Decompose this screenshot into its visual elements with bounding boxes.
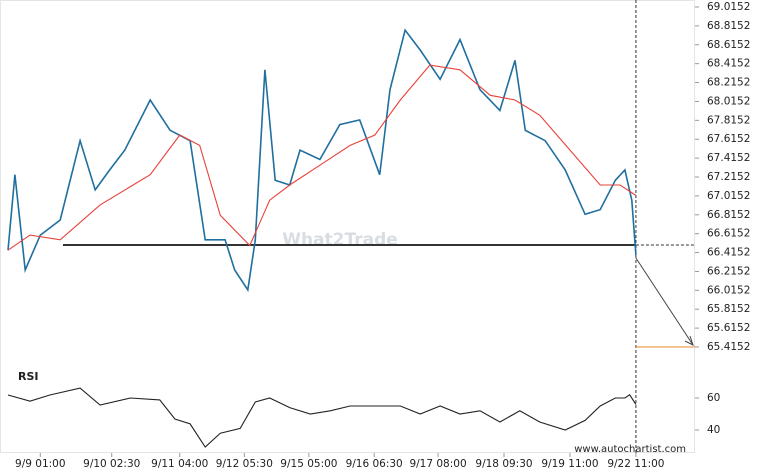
y-tick-label: 68.8152 [707,20,750,32]
y-tick-label: 66.0152 [707,284,750,296]
y-tick-label: 65.4152 [707,341,750,353]
source-label: www.autochartist.com [574,444,686,455]
y-tick-label: 68.0152 [707,95,750,107]
y-tick-label: 65.6152 [707,322,750,334]
x-tick-label: 9/22 11:00 [607,458,664,470]
y-tick-label: 60 [707,392,720,404]
series-line [7,64,637,251]
x-tick-label: 9/18 09:30 [475,458,532,470]
y-tick-label: 67.0152 [707,190,750,202]
y-tick-label: 40 [707,424,720,436]
y-tick-label: 68.2152 [707,77,750,89]
x-tick-label: 9/9 01:00 [15,458,66,470]
x-tick-label: 9/16 06:30 [346,458,403,470]
x-tick-label: 9/12 05:30 [216,458,273,470]
rsi-title: RSI [18,370,39,383]
plot-frame [0,0,695,453]
x-tick-label: 9/10 02:30 [83,458,140,470]
y-tick-label: 67.2152 [707,171,750,183]
y-tick-label: 67.4152 [707,152,750,164]
y-tick-label: 66.8152 [707,209,750,221]
y-tick-label: 67.8152 [707,114,750,126]
x-tick-label: 9/19 11:00 [541,458,598,470]
y-tick-label: 66.6152 [707,228,750,240]
watermark: What2Trade [282,230,398,250]
y-tick-label: 66.2152 [707,265,750,277]
x-tick-label: 9/15 05:00 [280,458,337,470]
series-line [7,28,637,293]
y-tick-label: 66.4152 [707,247,750,259]
x-tick-label: 9/17 08:00 [409,458,466,470]
y-tick-label: 68.6152 [707,39,750,51]
y-tick-label: 65.8152 [707,303,750,315]
y-tick-label: 67.6152 [707,133,750,145]
x-tick-label: 9/11 04:00 [151,458,208,470]
y-tick-label: 69.0152 [707,1,750,13]
arrow-head [684,335,694,346]
y-tick-label: 68.4152 [707,58,750,70]
forecast-arrow [635,257,694,346]
series-line [7,387,637,448]
